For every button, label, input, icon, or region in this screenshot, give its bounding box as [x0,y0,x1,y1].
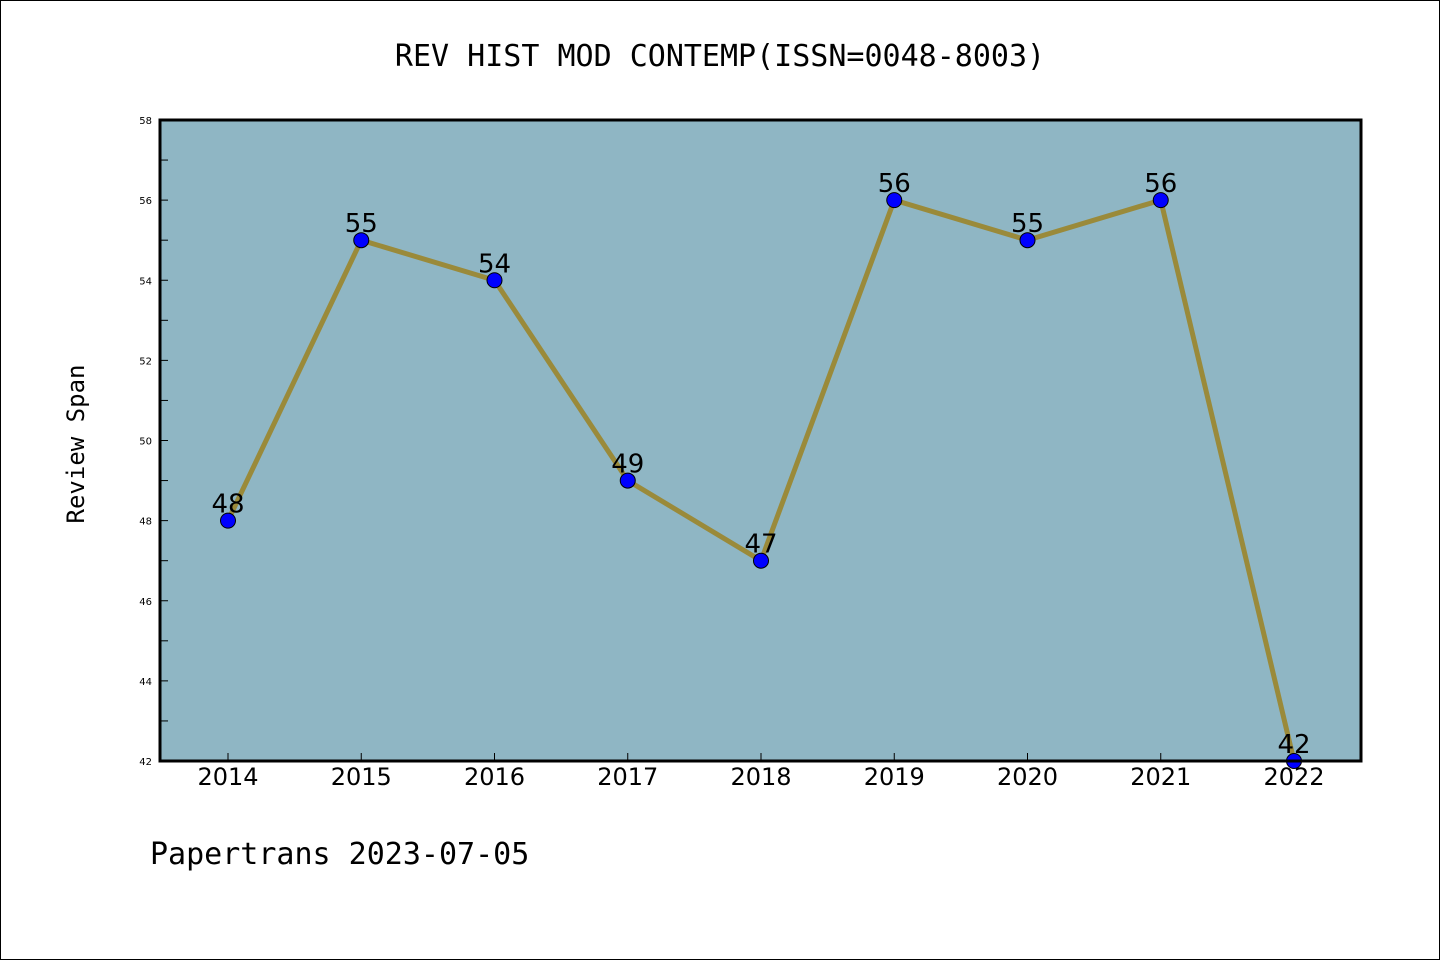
chart-title: REV HIST MOD CONTEMP(ISSN=0048-8003) [395,39,1045,74]
x-tick-label: 2019 [864,763,925,791]
data-point [486,272,503,289]
y-tick-label: 54 [139,276,152,287]
x-tick-label: 2018 [730,763,791,791]
x-tick-label: 2017 [597,763,658,791]
y-tick-label: 56 [139,196,152,207]
data-label: 54 [478,249,511,279]
data-label-layer: 48 55 54 49 47 56 55 56 42 [211,169,1310,760]
x-tick-label: 2014 [197,763,258,791]
y-tick-label: 46 [139,597,152,608]
x-tick-label: 2015 [331,763,392,791]
x-tick-label: 2020 [997,763,1058,791]
y-tick-label: 42 [139,757,152,768]
data-label: 48 [211,490,244,520]
x-tick-label: 2016 [464,763,525,791]
y-tick-label: 50 [139,437,152,448]
data-point [1019,232,1036,249]
data-label: 55 [1011,209,1044,239]
data-point [886,192,903,209]
data-point [753,552,769,569]
y-tick-label: 58 [139,116,152,127]
y-tick-label: 52 [139,356,152,367]
y-tick-label: 48 [139,517,152,528]
x-axis-ticks: 2014 2015 2016 2017 2018 2019 2020 2021 2022 [197,753,1325,791]
data-point [353,232,370,249]
data-label: 56 [1144,169,1177,199]
data-point [619,472,636,489]
y-axis-label: Review Span [62,365,90,524]
data-label: 47 [744,530,777,560]
marker-layer [220,192,1302,769]
data-label: 56 [878,169,911,199]
y-tick-label: 44 [139,677,152,688]
data-label: 55 [345,209,378,239]
plot-area [160,120,1361,761]
data-label: 49 [611,450,644,480]
data-point [1152,192,1169,209]
data-point [220,512,236,529]
x-tick-label: 2021 [1130,763,1191,791]
plot-border [158,118,1363,763]
footer-text: Papertrans 2023-07-05 [150,837,529,872]
data-label: 42 [1277,730,1310,760]
